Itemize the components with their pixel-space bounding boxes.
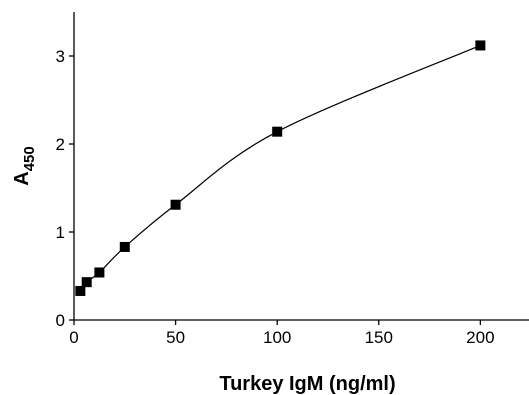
axes xyxy=(73,12,529,321)
x-tick-label: 0 xyxy=(69,328,78,347)
fit-curve xyxy=(79,44,481,292)
x-tick-label: 200 xyxy=(466,328,494,347)
data-point xyxy=(75,285,86,296)
y-tick-label: 2 xyxy=(56,135,65,154)
y-axis-title: A450 xyxy=(11,146,38,185)
x-axis-title: Turkey IgM (ng/ml) xyxy=(219,373,395,395)
ticks: 0 50 100 150 200 0 1 2 3 xyxy=(56,47,495,347)
data-points xyxy=(75,40,486,296)
y-tick-label: 1 xyxy=(56,223,65,242)
data-point xyxy=(94,267,105,278)
data-point xyxy=(170,199,181,210)
x-tick-label: 150 xyxy=(365,328,393,347)
y-tick-label: 3 xyxy=(56,47,65,66)
x-tick-label: 100 xyxy=(263,328,291,347)
data-point xyxy=(475,40,486,51)
data-point xyxy=(272,126,283,137)
data-point xyxy=(81,277,92,288)
y-tick-label: 0 xyxy=(56,311,65,330)
data-point xyxy=(119,241,130,252)
y-axis-title-main: A xyxy=(11,171,33,185)
x-tick-label: 50 xyxy=(166,328,185,347)
y-axis-title-subscript: 450 xyxy=(21,146,38,171)
